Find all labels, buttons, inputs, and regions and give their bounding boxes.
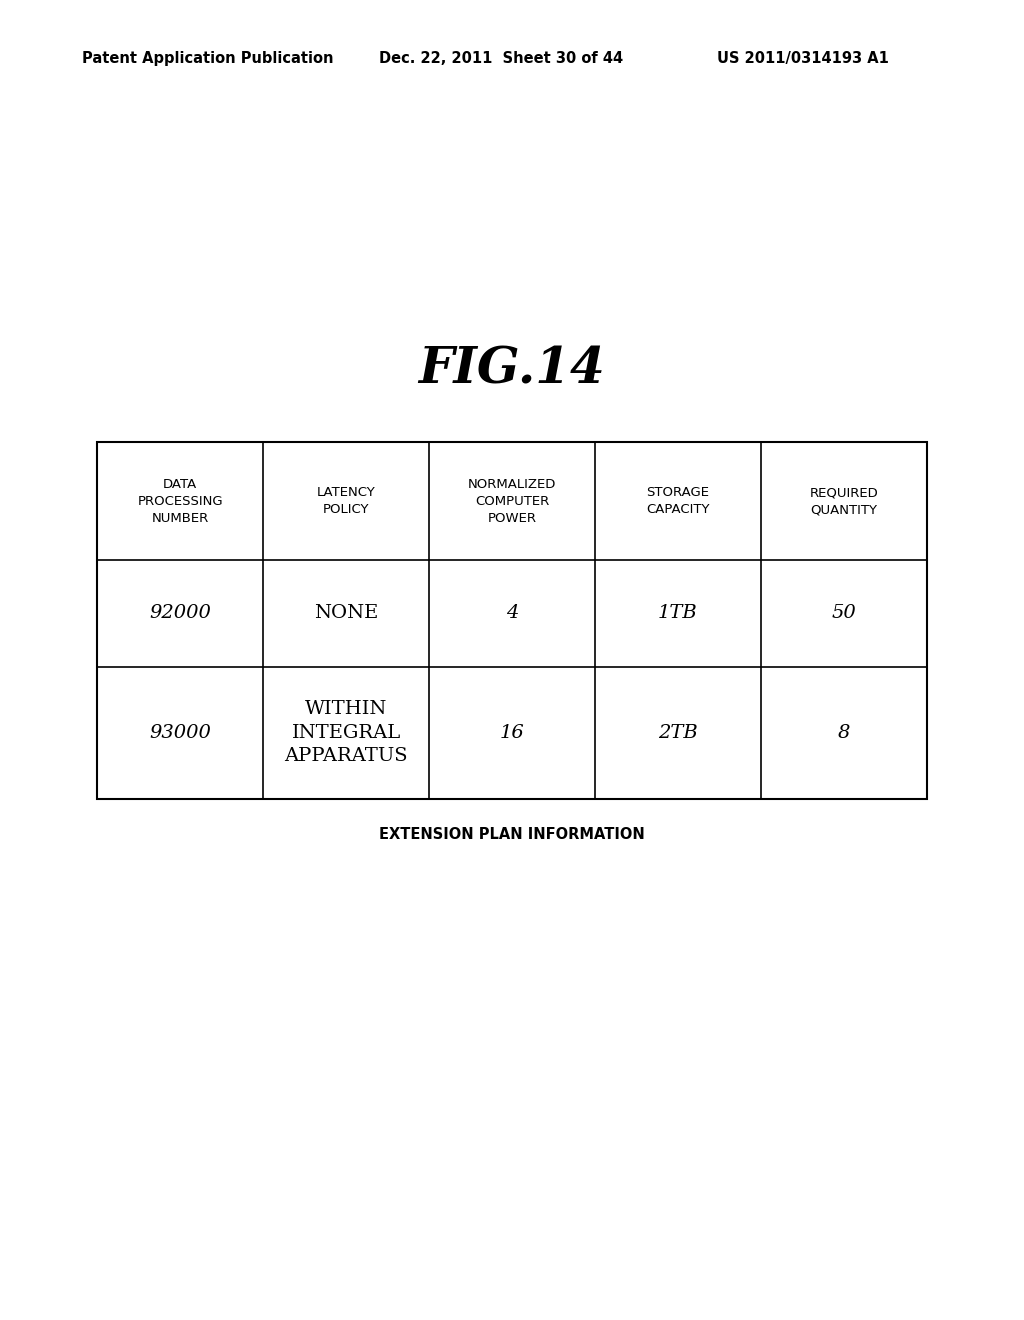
Text: 1TB: 1TB [658,605,697,622]
Text: WITHIN
INTEGRAL
APPARATUS: WITHIN INTEGRAL APPARATUS [285,700,408,766]
Text: 92000: 92000 [150,605,211,622]
Text: STORAGE
CAPACITY: STORAGE CAPACITY [646,486,710,516]
Text: 50: 50 [831,605,856,622]
Text: 16: 16 [500,723,524,742]
Text: US 2011/0314193 A1: US 2011/0314193 A1 [717,50,889,66]
Text: 8: 8 [838,723,850,742]
Text: NORMALIZED
COMPUTER
POWER: NORMALIZED COMPUTER POWER [468,478,556,524]
Text: LATENCY
POLICY: LATENCY POLICY [316,486,376,516]
Text: 2TB: 2TB [658,723,697,742]
Text: REQUIRED
QUANTITY: REQUIRED QUANTITY [809,486,879,516]
Text: Dec. 22, 2011  Sheet 30 of 44: Dec. 22, 2011 Sheet 30 of 44 [379,50,623,66]
Text: FIG.14: FIG.14 [419,345,605,395]
Text: DATA
PROCESSING
NUMBER: DATA PROCESSING NUMBER [137,478,223,524]
Text: NONE: NONE [314,605,378,622]
Text: EXTENSION PLAN INFORMATION: EXTENSION PLAN INFORMATION [379,826,645,842]
Text: Patent Application Publication: Patent Application Publication [82,50,334,66]
Text: 4: 4 [506,605,518,622]
Text: 93000: 93000 [150,723,211,742]
